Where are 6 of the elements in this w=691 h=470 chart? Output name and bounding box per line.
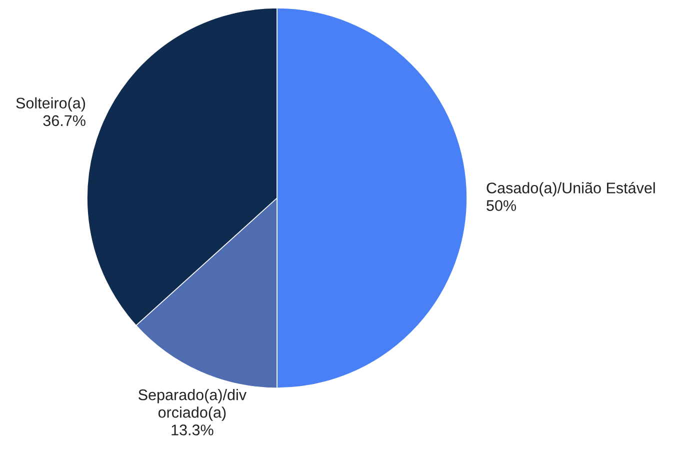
slice-label: Separado(a)/div orciado(a) [138, 389, 246, 421]
data-label: 50% [486, 200, 516, 211]
slice-label: Solteiro(a) [16, 97, 86, 112]
data-label: 13.3% [172, 424, 214, 436]
slice-label: Casado(a)/União Estável [486, 182, 655, 196]
data-label: 36.7% [43, 115, 86, 126]
